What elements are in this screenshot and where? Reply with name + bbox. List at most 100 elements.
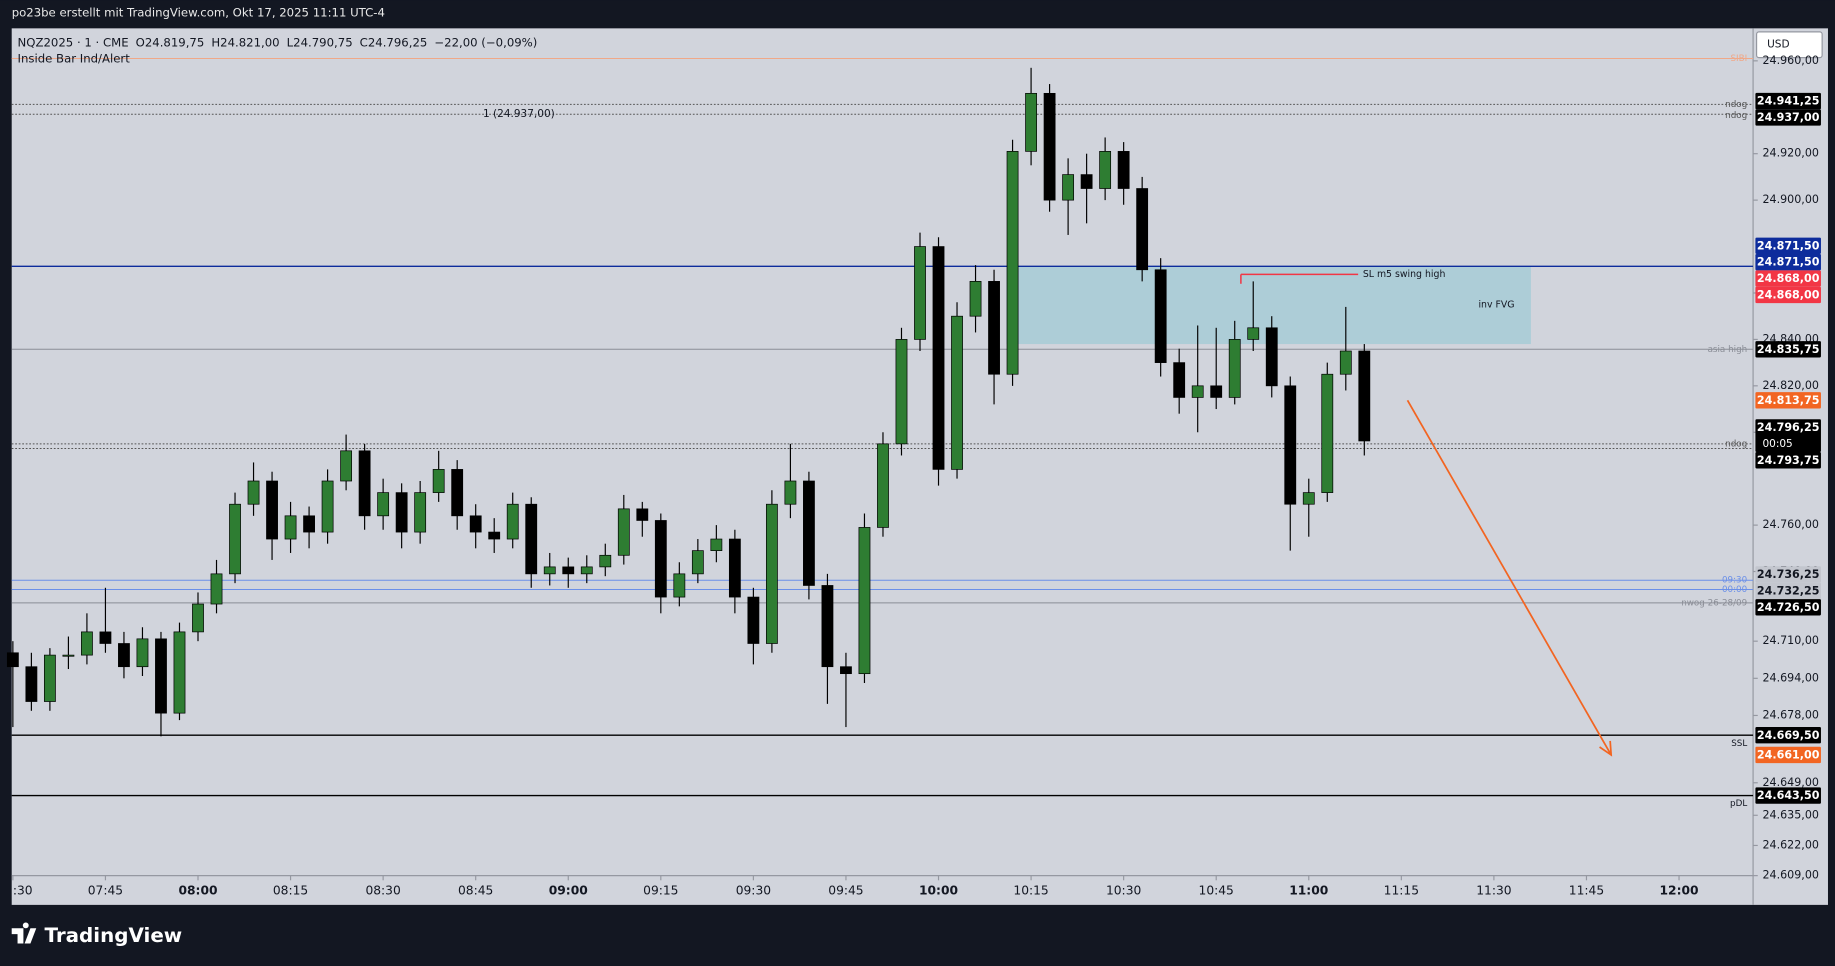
countdown: 00:05 [1762,438,1792,450]
level-label: nwog 26-28/09 [1681,598,1747,608]
x-tick-label: 11:30 [1476,883,1511,897]
candle-body [488,531,501,540]
candle-body [99,631,112,644]
price-tag-label: 24.871,50 [1757,256,1820,269]
ohlc-value: O24.819,75 [136,35,205,49]
price-tag [1755,253,1821,271]
candle-body [784,480,797,505]
price-tag-label: 24.736,25 [1757,568,1820,581]
price-tag-label: 24.726,50 [1757,601,1820,614]
candle-body [821,585,834,668]
price-tag [1755,109,1821,126]
candle-body [155,638,167,714]
price-tag [1755,92,1821,110]
x-tick-label: 11:45 [1569,883,1604,897]
candle-body [988,281,1000,375]
candle-body [728,538,741,598]
price-tag [1755,566,1821,583]
y-tick-label: 24.694,00 [1762,671,1819,684]
candle-body [1339,350,1352,375]
logo-text: TradingView [44,924,182,947]
price-tag [1755,270,1821,287]
y-tick-label: 24.649,00 [1762,776,1819,789]
candle-body [377,492,390,517]
candle-body [136,638,149,668]
candle-body [710,538,723,551]
candle-body [432,469,445,493]
logo: TradingView [11,922,182,947]
price-tag-label: 24.813,75 [1757,394,1820,407]
candle-body [525,503,538,575]
price-tag-label: 24.661,00 [1757,749,1820,762]
candle-body [340,450,353,482]
y-tick-label: 24.900,00 [1762,193,1819,206]
candle-body [691,550,704,575]
time-axis [11,875,1754,905]
candle-body [303,515,315,533]
price-tag [1755,787,1821,804]
candle-body [118,643,130,668]
price-tag [1755,419,1821,453]
candle-body [192,603,204,633]
candle-body [969,281,982,317]
candle-body [247,480,260,505]
price-tag-label: 24.868,00 [1757,289,1820,302]
y-tick-label: 24.820,00 [1762,379,1819,392]
candle-body [414,492,427,533]
candle-body [1154,269,1167,363]
level-label: ndog [1725,100,1747,110]
candle-body [1025,92,1037,152]
y-tick-label: 24.920,00 [1762,147,1819,160]
candle-body [1247,327,1260,340]
x-tick-label: 10:00 [919,883,958,897]
symbol: NQZ2025 · 1 · CME [18,35,129,49]
legend: NQZ2025 · 1 · CME O24.819,75 H24.821,00 L24… [18,35,538,49]
candle-body [932,246,945,470]
candle-body [321,480,334,533]
candle-body [395,492,408,533]
candle-body [895,339,908,445]
annotation: 1 (24.937,00) [483,108,555,120]
price-tag [1755,746,1821,764]
price-tag-label: 24.835,75 [1757,343,1820,356]
x-tick-label: 09:00 [549,883,588,897]
candle-body [951,315,963,470]
candle-body [1191,385,1204,398]
ohlc-value: L24.790,75 [287,35,353,49]
candle-body [229,503,241,575]
price-tag [1755,237,1821,254]
candle-body [858,527,871,675]
candle-body [451,469,464,517]
x-tick-label: 10:15 [1013,883,1048,897]
level-label: 00:00 [1722,585,1747,595]
candle-body [1210,385,1223,398]
x-tick-label: 08:30 [365,883,400,897]
candle-body [25,666,38,702]
level-label: asia high [1708,345,1748,355]
candle-body [543,566,556,575]
x-tick-label: 10:45 [1199,883,1234,897]
price-tag [1755,599,1821,616]
price-tag-label: 24.937,00 [1757,111,1820,124]
candle-body [765,503,778,644]
x-tick-label: 11:15 [1384,883,1419,897]
x-tick-label: 10:30 [1106,883,1141,897]
indicator: Inside Bar Ind/Alert [18,51,131,65]
currency-button[interactable] [1756,31,1823,59]
candle-body [599,554,612,568]
candle-body [1136,188,1149,271]
price-tag [1755,452,1821,469]
candle-body [1228,339,1241,398]
price-tag-label: 24.941,25 [1757,95,1820,108]
swing-label: SL m5 swing high [1363,269,1446,280]
candle-body [562,566,575,575]
candle-body [284,515,297,540]
price-tag-label: 24.732,25 [1757,584,1820,597]
level-label: SIBI [1730,54,1747,64]
logo-icon [11,922,37,944]
candle-body [62,654,75,657]
candle-body [6,652,19,668]
candle-body [506,503,519,540]
